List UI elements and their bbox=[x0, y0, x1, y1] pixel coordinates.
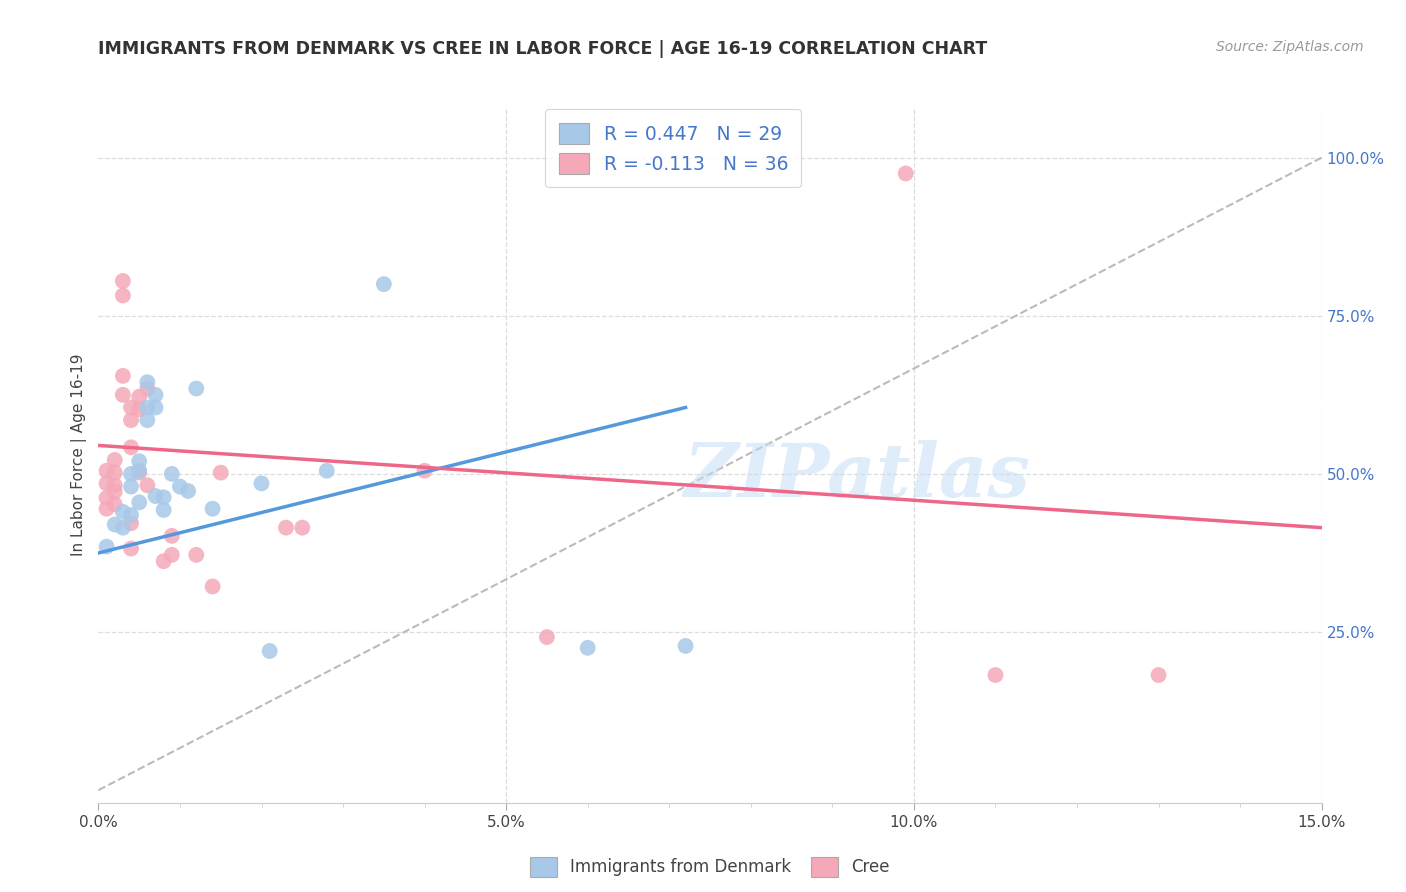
Point bbox=[128, 464, 150, 478]
Point bbox=[160, 529, 183, 543]
Point bbox=[152, 491, 174, 505]
Point bbox=[120, 479, 142, 493]
Point bbox=[96, 501, 118, 516]
Point bbox=[152, 503, 174, 517]
Point bbox=[128, 454, 150, 468]
Point bbox=[984, 668, 1007, 682]
Y-axis label: In Labor Force | Age 16-19: In Labor Force | Age 16-19 bbox=[72, 353, 87, 557]
Point bbox=[111, 274, 134, 288]
Point bbox=[111, 368, 134, 383]
Point bbox=[209, 466, 232, 480]
Point bbox=[96, 464, 118, 478]
Point bbox=[250, 476, 273, 491]
Point bbox=[104, 478, 127, 492]
Point bbox=[152, 554, 174, 568]
Point bbox=[104, 497, 127, 511]
Point bbox=[536, 630, 558, 644]
Point bbox=[136, 401, 159, 415]
Point bbox=[136, 375, 159, 389]
Point bbox=[291, 521, 314, 535]
Point bbox=[315, 464, 337, 478]
Point bbox=[128, 390, 150, 404]
Point bbox=[111, 521, 134, 535]
Text: IMMIGRANTS FROM DENMARK VS CREE IN LABOR FORCE | AGE 16-19 CORRELATION CHART: IMMIGRANTS FROM DENMARK VS CREE IN LABOR… bbox=[98, 40, 987, 58]
Point bbox=[413, 464, 436, 478]
Point bbox=[177, 483, 200, 498]
Point bbox=[274, 521, 297, 535]
Point bbox=[136, 413, 159, 427]
Text: ZIPatlas: ZIPatlas bbox=[683, 440, 1031, 512]
Point bbox=[120, 413, 142, 427]
Point bbox=[111, 505, 134, 519]
Point bbox=[120, 508, 142, 522]
Legend: Immigrants from Denmark, Cree: Immigrants from Denmark, Cree bbox=[522, 849, 898, 885]
Point bbox=[96, 476, 118, 491]
Point bbox=[1147, 668, 1170, 682]
Point bbox=[120, 516, 142, 531]
Point bbox=[186, 382, 208, 396]
Point bbox=[136, 478, 159, 492]
Point bbox=[120, 467, 142, 481]
Point bbox=[104, 466, 127, 480]
Point bbox=[128, 402, 150, 417]
Point bbox=[169, 479, 191, 493]
Point bbox=[104, 517, 127, 532]
Point bbox=[145, 489, 167, 503]
Point bbox=[136, 382, 159, 396]
Point bbox=[160, 467, 183, 481]
Point bbox=[96, 540, 118, 554]
Point bbox=[186, 548, 208, 562]
Point bbox=[111, 288, 134, 302]
Point bbox=[128, 466, 150, 480]
Point bbox=[120, 440, 142, 454]
Point bbox=[576, 640, 599, 655]
Point bbox=[145, 401, 167, 415]
Point bbox=[201, 579, 224, 593]
Point bbox=[104, 484, 127, 499]
Point bbox=[259, 644, 281, 658]
Point bbox=[201, 501, 224, 516]
Text: Source: ZipAtlas.com: Source: ZipAtlas.com bbox=[1216, 40, 1364, 54]
Point bbox=[373, 277, 395, 292]
Point bbox=[160, 548, 183, 562]
Point bbox=[96, 491, 118, 505]
Point bbox=[104, 453, 127, 467]
Point bbox=[128, 495, 150, 509]
Point bbox=[111, 388, 134, 402]
Point bbox=[120, 541, 142, 556]
Point bbox=[145, 388, 167, 402]
Point bbox=[675, 639, 697, 653]
Point bbox=[120, 401, 142, 415]
Point bbox=[894, 166, 917, 180]
